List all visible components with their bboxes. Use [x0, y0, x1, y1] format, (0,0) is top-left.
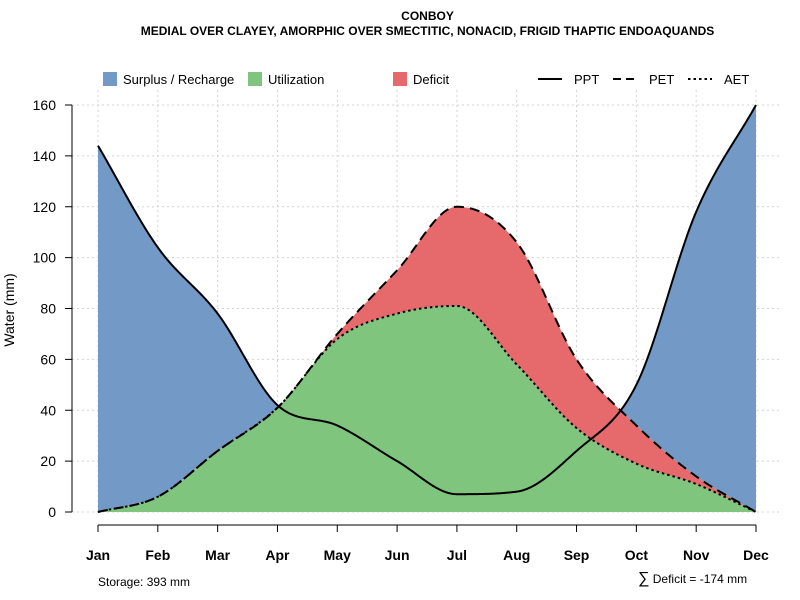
- x-tick-label-may: May: [324, 547, 351, 563]
- legend-label-fill-1: Utilization: [268, 72, 324, 87]
- legend-swatch-0: [103, 72, 117, 86]
- x-tick-label-mar: Mar: [205, 547, 230, 563]
- x-tick-label-jul: Jul: [447, 547, 467, 563]
- legend-label-aet: AET: [724, 72, 749, 87]
- y-tick-label: 160: [33, 97, 57, 113]
- y-tick-label: 40: [40, 402, 56, 418]
- surplus-area: [98, 105, 756, 512]
- deficit-text: Deficit = -174 mm: [652, 572, 748, 586]
- y-tick-label: 80: [40, 301, 56, 317]
- chart-subtitle: MEDIAL OVER CLAYEY, AMORPHIC OVER SMECTI…: [140, 24, 715, 38]
- sigma-symbol: ∑: [638, 570, 650, 587]
- y-tick-label: 0: [48, 504, 56, 520]
- y-tick-label: 60: [40, 351, 56, 367]
- legend-swatch-1: [248, 72, 262, 86]
- x-tick-label-oct: Oct: [625, 547, 649, 563]
- y-tick-label: 140: [33, 148, 57, 164]
- x-tick-label-apr: Apr: [265, 547, 290, 563]
- chart-title: CONBOY: [401, 9, 454, 23]
- x-tick-label-feb: Feb: [145, 547, 170, 563]
- series-line-aet: [97, 304, 757, 513]
- series-line-pet: [97, 205, 757, 513]
- legend-label-pet: PET: [649, 72, 674, 87]
- deficit-annotation: ∑ Deficit = -174 mm: [638, 570, 747, 588]
- x-tick-label-jun: Jun: [385, 547, 410, 563]
- y-tick-label: 20: [40, 453, 56, 469]
- series-line-ppt: [97, 104, 757, 496]
- x-tick-label-sep: Sep: [564, 547, 590, 563]
- x-tick-label-aug: Aug: [503, 547, 530, 563]
- x-tick-label-dec: Dec: [743, 547, 769, 563]
- legend-label-ppt: PPT: [574, 72, 599, 87]
- y-tick-label: 100: [33, 250, 57, 266]
- utilization-area: [98, 305, 756, 512]
- storage-annotation: Storage: 393 mm: [98, 575, 191, 589]
- legend-swatch-2: [393, 72, 407, 86]
- x-tick-label-nov: Nov: [683, 547, 710, 563]
- y-axis-label: Water (mm): [1, 273, 17, 346]
- x-tick-label-jan: Jan: [86, 547, 110, 563]
- legend-label-fill-2: Deficit: [413, 72, 450, 87]
- deficit-area: [98, 206, 756, 512]
- y-tick-label: 120: [33, 199, 57, 215]
- legend-label-fill-0: Surplus / Recharge: [123, 72, 234, 87]
